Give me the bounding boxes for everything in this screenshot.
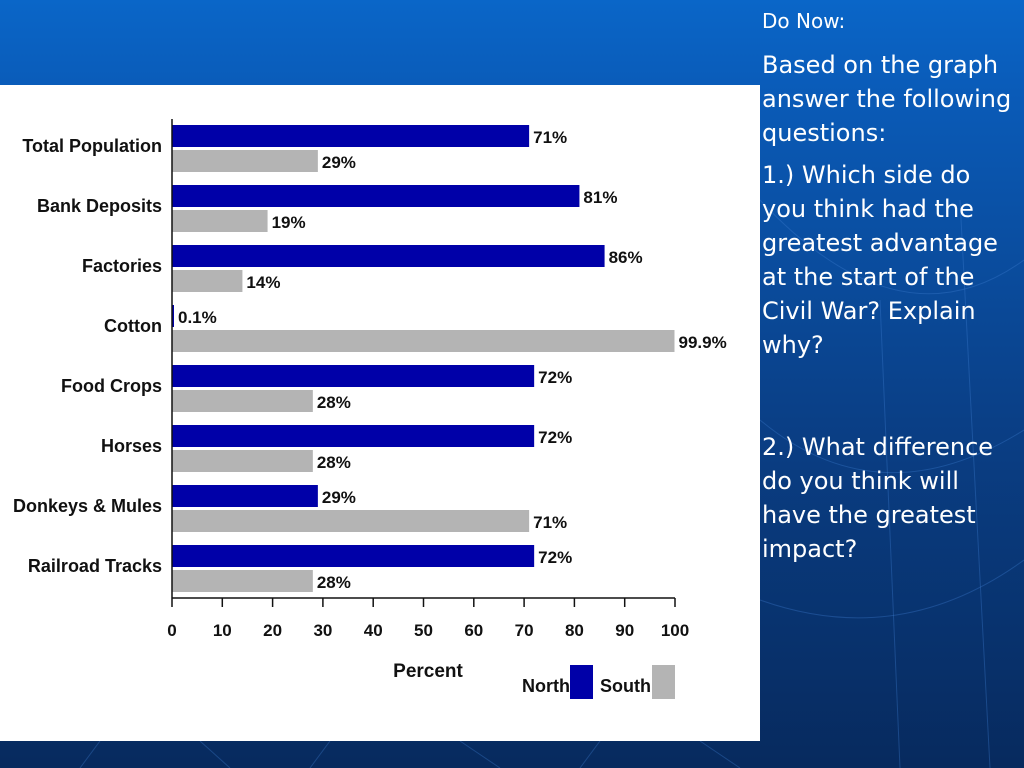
data-label-south: 28% bbox=[317, 393, 351, 412]
intro-text: Based on the graph answer the following … bbox=[762, 51, 1012, 147]
data-label-north: 29% bbox=[322, 488, 356, 507]
data-label-north: 81% bbox=[583, 188, 617, 207]
bar-south bbox=[172, 510, 530, 532]
x-tick-label: 10 bbox=[213, 621, 232, 640]
category-label: Cotton bbox=[104, 316, 162, 336]
category-label: Food Crops bbox=[61, 376, 162, 396]
category-label: Railroad Tracks bbox=[28, 556, 162, 576]
data-label-north: 86% bbox=[609, 248, 643, 267]
bar-chart: Total Population 71% 29% Bank Deposits 81% 19… bbox=[13, 119, 727, 699]
category-label: Total Population bbox=[22, 136, 162, 156]
bar-north bbox=[172, 125, 530, 147]
chart-panel: Total Population 71% 29% Bank Deposits 81% 19… bbox=[0, 85, 760, 741]
data-label-south: 71% bbox=[533, 513, 567, 532]
x-tick-label: 60 bbox=[464, 621, 483, 640]
data-label-south: 28% bbox=[317, 453, 351, 472]
bar-north bbox=[172, 365, 535, 387]
x-tick-label: 100 bbox=[661, 621, 689, 640]
x-tick-label: 80 bbox=[565, 621, 584, 640]
bar-south bbox=[172, 150, 318, 172]
bar-south bbox=[172, 210, 268, 232]
bar-north bbox=[172, 305, 174, 327]
data-label-north: 71% bbox=[533, 128, 567, 147]
bar-south bbox=[172, 270, 243, 292]
question-1: 1.) Which side do you think had the grea… bbox=[762, 161, 998, 359]
x-axis-title: Percent bbox=[393, 661, 463, 682]
category-label: Horses bbox=[101, 436, 162, 456]
bar-south bbox=[172, 570, 313, 592]
bar-south bbox=[172, 450, 313, 472]
spacer bbox=[762, 370, 1020, 430]
data-label-south: 99.9% bbox=[678, 333, 726, 352]
legend-label-north: North bbox=[522, 676, 570, 696]
do-now-heading: Do Now: bbox=[762, 9, 846, 33]
x-tick-label: 90 bbox=[615, 621, 634, 640]
question-2: 2.) What difference do you think will ha… bbox=[762, 433, 994, 563]
bar-south bbox=[172, 390, 313, 412]
bar-north bbox=[172, 485, 318, 507]
x-tick-label: 0 bbox=[167, 621, 176, 640]
legend-swatch-south bbox=[652, 665, 675, 699]
bar-south bbox=[172, 330, 675, 352]
legend-label-south: South bbox=[600, 676, 651, 696]
bar-north bbox=[172, 425, 535, 447]
x-tick-label: 70 bbox=[515, 621, 534, 640]
data-label-north: 72% bbox=[538, 428, 572, 447]
x-tick-label: 30 bbox=[313, 621, 332, 640]
data-label-south: 28% bbox=[317, 573, 351, 592]
legend-swatch-north bbox=[570, 665, 593, 699]
bar-north bbox=[172, 245, 605, 267]
data-label-north: 72% bbox=[538, 368, 572, 387]
data-label-north: 72% bbox=[538, 548, 572, 567]
x-tick-label: 40 bbox=[364, 621, 383, 640]
bar-north bbox=[172, 185, 580, 207]
data-label-north: 0.1% bbox=[178, 308, 217, 327]
question-panel: Do Now: Based on the graph answer the fo… bbox=[762, 8, 1020, 574]
data-label-south: 14% bbox=[246, 273, 280, 292]
x-tick-label: 50 bbox=[414, 621, 433, 640]
bar-north bbox=[172, 545, 535, 567]
x-tick-label: 20 bbox=[263, 621, 282, 640]
data-label-south: 19% bbox=[272, 213, 306, 232]
category-label: Bank Deposits bbox=[37, 196, 162, 216]
category-label: Donkeys & Mules bbox=[13, 496, 162, 516]
data-label-south: 29% bbox=[322, 153, 356, 172]
category-label: Factories bbox=[82, 256, 162, 276]
